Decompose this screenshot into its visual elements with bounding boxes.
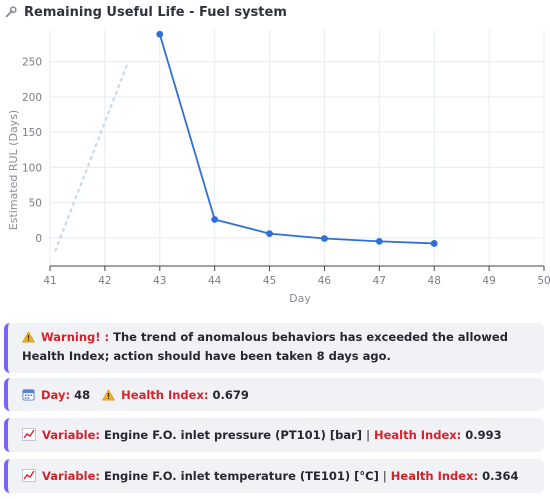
wrench-icon xyxy=(5,6,17,18)
y-tick-label: 250 xyxy=(22,57,42,69)
separator: | xyxy=(382,469,387,483)
data-point xyxy=(211,216,219,223)
page-header: Remaining Useful Life - Fuel system xyxy=(4,2,287,22)
x-tick-label: 42 xyxy=(98,275,111,287)
series-points xyxy=(156,30,438,247)
warning-icon xyxy=(22,331,35,343)
faint-dotted-line xyxy=(54,64,128,252)
variable-value: Engine F.O. inlet pressure (PT101) [bar] xyxy=(104,428,363,442)
health-index-value: 0.679 xyxy=(212,388,249,402)
data-point xyxy=(321,235,328,242)
health-index-value: 0.993 xyxy=(465,428,502,442)
variable-box: Variable: Engine F.O. inlet temperature … xyxy=(4,459,544,493)
health-index-label: Health Index: xyxy=(390,469,479,483)
y-tick-label: 100 xyxy=(22,162,42,174)
health-index-value: 0.364 xyxy=(482,469,519,483)
x-tick-label: 47 xyxy=(373,275,386,287)
x-tick-label: 45 xyxy=(263,275,276,287)
page-title: Remaining Useful Life - Fuel system xyxy=(24,4,287,20)
variable-box: Variable: Engine F.O. inlet pressure (PT… xyxy=(4,418,544,452)
y-tick-label: 50 xyxy=(29,198,42,210)
y-tick-label: 200 xyxy=(22,92,42,104)
y-axis-label: Estimated RUL (Days) xyxy=(7,110,20,230)
day-label: Day: xyxy=(41,388,71,402)
x-tick-labels: 41 42 43 44 45 46 47 48 49 50 xyxy=(43,275,550,287)
warning-box: Warning! : The trend of anomalous behavi… xyxy=(4,323,544,373)
x-tick-label: 48 xyxy=(428,275,441,287)
data-point xyxy=(430,240,438,247)
x-tick-label: 41 xyxy=(43,275,56,287)
variable-label: Variable: xyxy=(42,469,100,483)
rul-chart: 0 50 100 150 200 250 41 42 43 44 45 46 47 48 49 50 Day… xyxy=(7,30,550,305)
x-tick-label: 46 xyxy=(318,275,332,287)
variable-label: Variable: xyxy=(42,428,100,442)
day-value: 48 xyxy=(74,388,91,402)
y-tick-label: 150 xyxy=(22,127,42,139)
y-tick-label: 0 xyxy=(35,233,42,245)
x-tick-label: 43 xyxy=(153,275,166,287)
calendar-icon xyxy=(22,389,35,401)
trend-chart-icon xyxy=(22,469,36,482)
series-line xyxy=(158,33,435,245)
x-tick-label: 44 xyxy=(208,275,222,287)
x-axis-label: Day xyxy=(289,292,311,305)
y-tick-labels: 0 50 100 150 200 250 xyxy=(22,57,42,245)
data-point xyxy=(156,30,164,38)
variable-value: Engine F.O. inlet temperature (TE101) [°… xyxy=(104,469,379,483)
x-tick-label: 49 xyxy=(482,275,495,287)
trend-chart-icon xyxy=(22,428,36,441)
health-index-label: Health Index: xyxy=(121,388,209,402)
status-box: Day: 48 Health Index: 0.679 xyxy=(4,378,544,411)
data-point xyxy=(266,230,273,237)
data-point xyxy=(375,237,383,245)
warning-icon xyxy=(102,389,116,401)
warning-message: The trend of anomalous behaviors has exc… xyxy=(22,330,508,363)
health-index-label: Health Index: xyxy=(373,428,462,442)
plot-background xyxy=(50,30,544,266)
faint-dotted-series xyxy=(54,64,128,252)
chart-grid xyxy=(49,30,545,271)
warning-label: Warning! : xyxy=(41,330,110,344)
x-tick-label: 50 xyxy=(537,275,550,287)
separator: | xyxy=(366,428,370,442)
